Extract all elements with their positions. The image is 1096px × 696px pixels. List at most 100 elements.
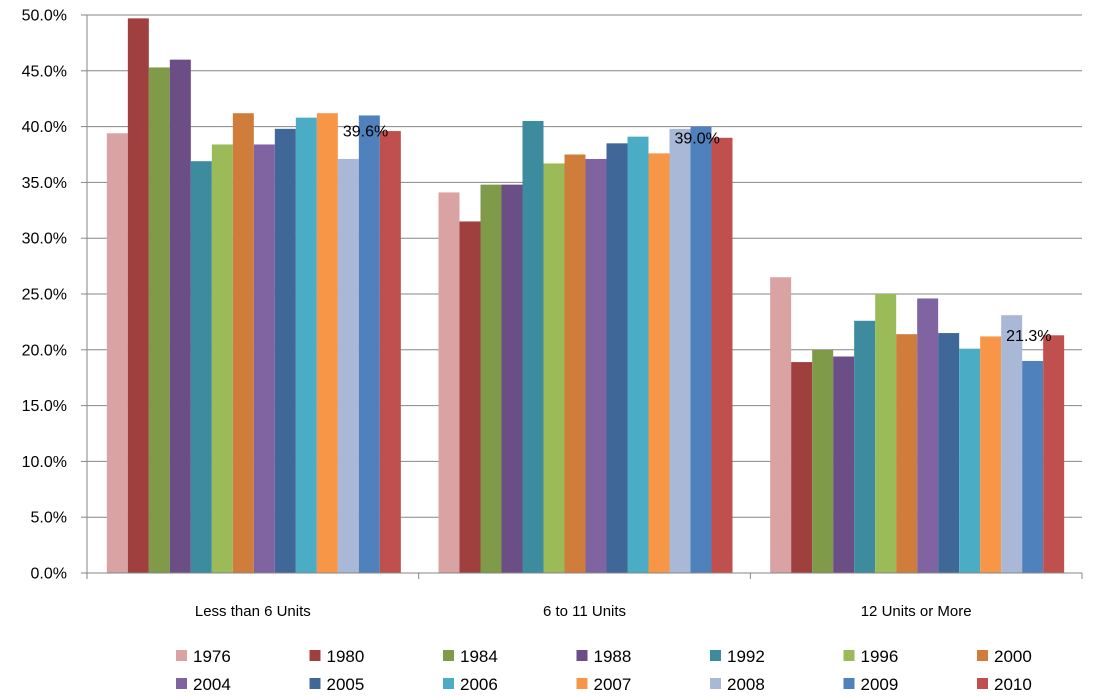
bar-1984 xyxy=(812,349,834,573)
legend-label: 2010 xyxy=(994,675,1032,694)
bar-2007 xyxy=(980,336,1002,573)
bar-1984 xyxy=(148,67,170,574)
legend-swatch xyxy=(710,678,721,689)
bar-2004 xyxy=(253,144,275,573)
bar-1992 xyxy=(190,161,212,574)
bar-2008 xyxy=(1001,315,1023,573)
y-tick-label: 20.0% xyxy=(22,342,67,359)
legend-swatch xyxy=(576,678,588,689)
bar-2007 xyxy=(316,113,338,573)
bar-2000 xyxy=(564,154,586,573)
bar-2009 xyxy=(358,115,380,573)
legend-item-1996: 1996 xyxy=(843,647,899,666)
legend-swatch xyxy=(443,678,454,689)
bar-2008 xyxy=(669,128,691,573)
bar-2005 xyxy=(606,143,628,573)
y-tick-label: 40.0% xyxy=(22,119,67,136)
bar-1980 xyxy=(127,18,149,573)
bar-1976 xyxy=(770,277,792,573)
category-label: 12 Units or More xyxy=(861,603,972,620)
bar-1996 xyxy=(875,294,897,573)
legend-swatch xyxy=(576,650,588,661)
bar-2005 xyxy=(938,333,960,573)
legend-item-2000: 2000 xyxy=(977,647,1032,666)
category-label: 6 to 11 Units xyxy=(543,603,626,620)
bar-1988 xyxy=(501,184,523,573)
legend-label: 2008 xyxy=(727,675,765,694)
legend-swatch xyxy=(977,678,988,689)
legend-label: 2000 xyxy=(994,647,1032,666)
y-axis-ticks: 0.0% 5.0% 10.0% 15.0% 20.0% 25.0% 30.0% 35.0% 40… xyxy=(22,8,87,583)
bar-2010 xyxy=(1043,335,1065,573)
legend-swatch xyxy=(309,678,321,689)
bar-2010 xyxy=(379,131,401,573)
bar-1988 xyxy=(169,59,191,573)
legend-swatch xyxy=(710,650,721,661)
data-label: 39.6% xyxy=(343,124,388,141)
y-tick-label: 15.0% xyxy=(22,398,67,415)
y-tick-label: 35.0% xyxy=(22,175,67,192)
legend-label: 1992 xyxy=(727,647,765,666)
bar-2006 xyxy=(627,136,649,574)
bar-2006 xyxy=(295,117,317,573)
y-tick-label: 30.0% xyxy=(22,231,67,248)
legend-label: 1980 xyxy=(327,647,365,666)
bar-1996 xyxy=(211,144,233,573)
legend-item-1992: 1992 xyxy=(710,647,765,666)
bar-1980 xyxy=(791,362,813,573)
legend-swatch xyxy=(176,678,187,689)
y-tick-label: 50.0% xyxy=(22,8,67,25)
legend-swatch xyxy=(843,678,855,689)
legend-item-2008: 2008 xyxy=(710,675,765,694)
legend-label: 2005 xyxy=(327,675,365,694)
legend-label: 1984 xyxy=(460,647,498,666)
legend-item-1976: 1976 xyxy=(176,647,231,666)
legend-item-1984: 1984 xyxy=(443,647,498,666)
legend-label: 2006 xyxy=(460,675,498,694)
y-tick-label: 10.0% xyxy=(22,454,67,471)
legend-swatch xyxy=(176,650,187,661)
legend-label: 1996 xyxy=(861,647,899,666)
bar-1976 xyxy=(438,192,460,573)
bar-2009 xyxy=(690,126,712,573)
y-tick-label: 0.0% xyxy=(31,566,67,583)
bar-2000 xyxy=(896,334,918,573)
legend-item-1980: 1980 xyxy=(309,647,365,666)
legend-label: 1988 xyxy=(594,647,632,666)
bar-2010 xyxy=(711,137,733,573)
legend-item-2005: 2005 xyxy=(309,675,365,694)
bar-2007 xyxy=(648,153,670,573)
bar-1992 xyxy=(522,121,544,574)
bar-1996 xyxy=(543,163,565,574)
bars xyxy=(106,18,1065,574)
bar-1980 xyxy=(459,221,481,573)
legend-item-2010: 2010 xyxy=(977,675,1032,694)
legend-item-2009: 2009 xyxy=(843,675,898,694)
legend-swatch xyxy=(977,650,988,661)
bar-1976 xyxy=(106,133,128,573)
bar-1988 xyxy=(833,356,855,573)
legend-item-2007: 2007 xyxy=(576,675,632,694)
bar-1984 xyxy=(480,184,502,573)
y-tick-label: 5.0% xyxy=(31,510,67,527)
y-tick-label: 45.0% xyxy=(22,63,67,80)
data-label: 39.0% xyxy=(675,130,720,147)
data-labels: 39.6% 39.0% 21.3% xyxy=(343,124,1052,345)
category-labels: Less than 6 Units 6 to 11 Units 12 Units o… xyxy=(195,603,972,620)
bar-2005 xyxy=(274,128,296,573)
legend-swatch xyxy=(443,650,454,661)
legend-label: 2007 xyxy=(594,675,632,694)
bar-2006 xyxy=(959,348,981,573)
bar-2004 xyxy=(917,298,939,573)
legend-item-2006: 2006 xyxy=(443,675,498,694)
legend: 1976 1980 1984 1988 1992 1996 2000 2004 2005 2006… xyxy=(176,647,1032,694)
category-label: Less than 6 Units xyxy=(195,603,311,620)
legend-swatch xyxy=(309,650,321,661)
axes xyxy=(86,15,1083,579)
bar-2000 xyxy=(232,113,254,573)
data-label: 21.3% xyxy=(1006,328,1051,345)
legend-label: 1976 xyxy=(193,647,231,666)
legend-item-1988: 1988 xyxy=(576,647,632,666)
legend-swatch xyxy=(843,650,855,661)
